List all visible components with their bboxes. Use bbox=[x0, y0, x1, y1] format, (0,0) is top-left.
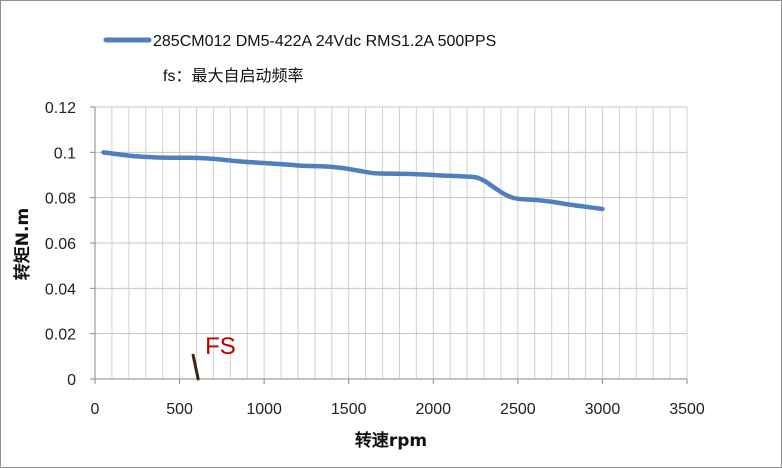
y-tick-label: 0 bbox=[67, 372, 76, 389]
y-tick-label: 0.06 bbox=[45, 236, 76, 253]
fs-label: FS bbox=[205, 333, 236, 360]
x-tick-label: 1000 bbox=[246, 401, 282, 418]
x-axis-title: 转速rpm bbox=[355, 430, 427, 451]
x-tick-label: 2500 bbox=[500, 401, 536, 418]
legend-entry: 285CM012 DM5-422A 24Vdc RMS1.2A 500PPS bbox=[153, 33, 496, 50]
x-tick-label: 3500 bbox=[669, 401, 705, 418]
x-tick-label: 0 bbox=[91, 401, 100, 418]
legend-note: fs：最大自启动频率 bbox=[163, 67, 303, 85]
y-tick-label: 0.02 bbox=[45, 327, 76, 344]
legend: 285CM012 DM5-422A 24Vdc RMS1.2A 500PPS f… bbox=[103, 33, 496, 85]
x-tick-label: 1500 bbox=[331, 401, 367, 418]
x-tick-labels: 0 500 1000 1500 2000 2500 3000 3500 bbox=[91, 401, 705, 418]
series-line bbox=[101, 150, 605, 212]
x-tick-label: 2000 bbox=[415, 401, 451, 418]
y-tick-label: 0.1 bbox=[54, 145, 76, 162]
y-axis-title: 转矩N.m bbox=[12, 208, 33, 280]
y-tick-label: 0.04 bbox=[45, 281, 76, 298]
axes bbox=[90, 106, 688, 384]
y-tick-labels: 0 0.02 0.04 0.06 0.08 0.1 0.12 bbox=[45, 100, 76, 389]
x-tick-label: 500 bbox=[166, 401, 193, 418]
annotation-layer: FS bbox=[191, 333, 236, 381]
fs-marker bbox=[191, 353, 200, 381]
y-tick-label: 0.12 bbox=[45, 100, 76, 117]
series-layer bbox=[101, 150, 605, 212]
y-tick-label: 0.08 bbox=[45, 191, 76, 208]
x-tick-label: 3000 bbox=[585, 401, 621, 418]
grid bbox=[94, 106, 688, 380]
